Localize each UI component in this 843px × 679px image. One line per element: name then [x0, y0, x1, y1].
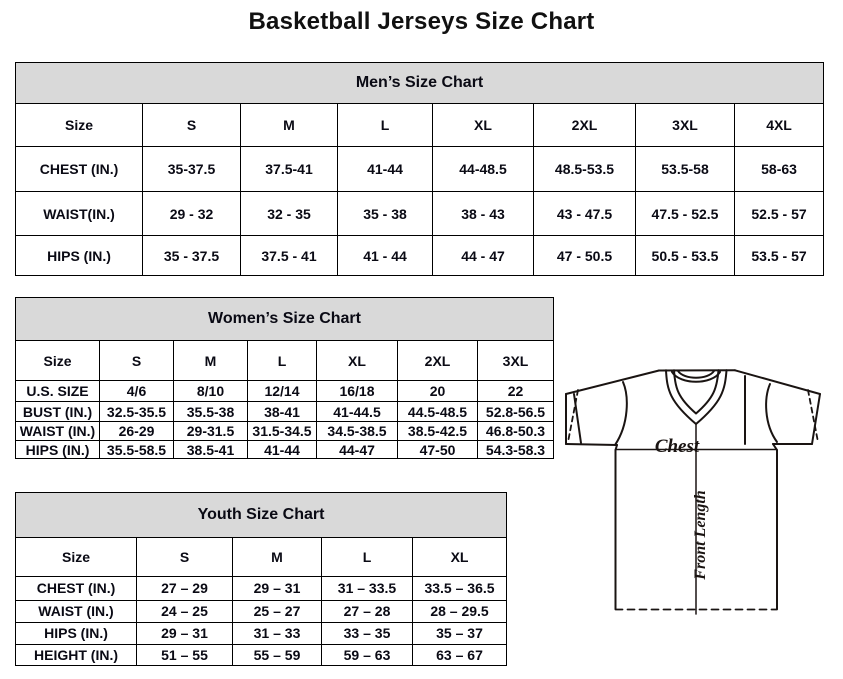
svg-text:Front Length: Front Length — [692, 490, 709, 580]
svg-text:Chest: Chest — [655, 436, 700, 457]
